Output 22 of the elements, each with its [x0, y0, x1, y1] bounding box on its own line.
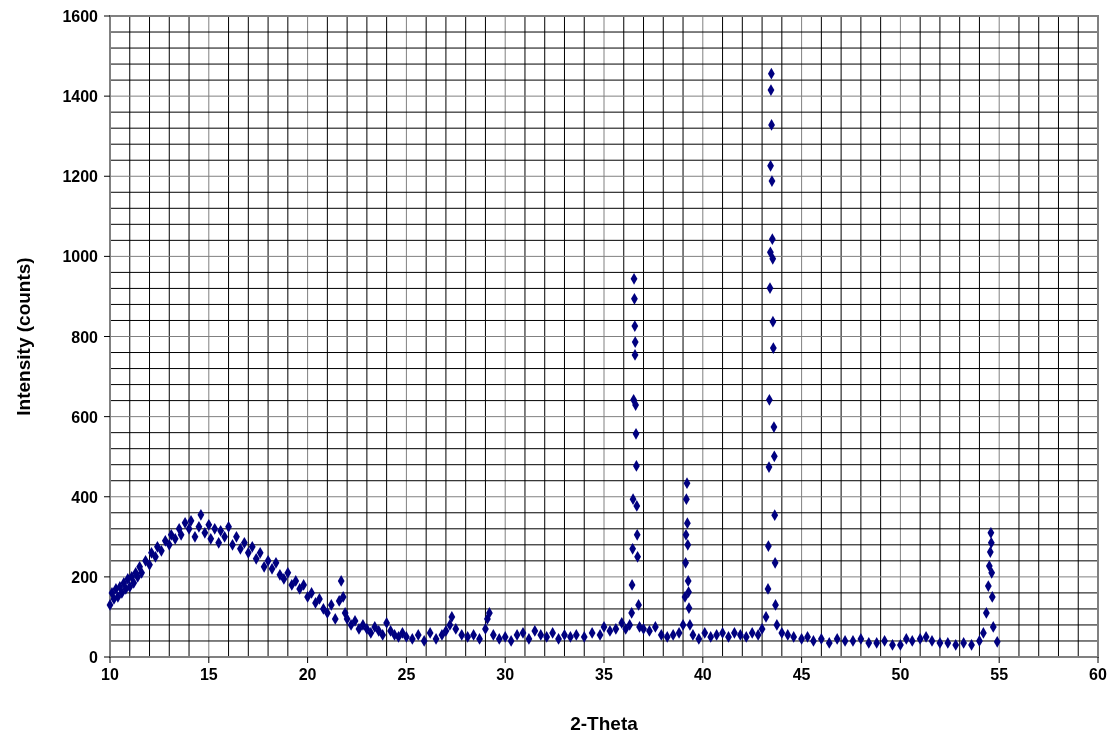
x-axis-title: 2-Theta	[570, 713, 639, 734]
x-tick-label: 25	[397, 666, 416, 683]
y-tick-label: 1000	[62, 248, 99, 266]
x-tick-label: 15	[199, 666, 218, 683]
x-tick-label: 60	[1089, 666, 1107, 683]
y-tick-label: 0	[89, 649, 99, 666]
x-tick-label: 55	[990, 666, 1009, 683]
x-tick-label: 50	[891, 666, 910, 683]
y-tick-label: 1600	[62, 8, 99, 25]
x-tick-label: 30	[496, 666, 515, 683]
x-tick-label: 20	[298, 666, 317, 683]
x-tick-label: 10	[101, 666, 119, 683]
y-tick-label: 800	[71, 328, 99, 346]
y-tick-label: 200	[71, 568, 99, 586]
x-tick-label: 45	[792, 666, 811, 683]
y-tick-label: 600	[71, 408, 99, 426]
x-tick-label: 35	[595, 666, 613, 683]
y-tick-label: 1400	[62, 88, 99, 106]
x-tick-label: 40	[693, 666, 712, 683]
y-tick-label: 400	[71, 488, 99, 506]
y-axis-title: Intensity (counts)	[13, 257, 34, 416]
y-tick-label: 1200	[62, 168, 99, 186]
